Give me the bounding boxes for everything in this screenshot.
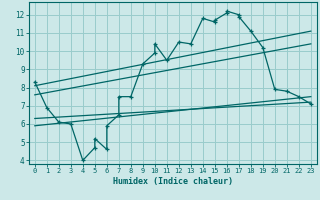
X-axis label: Humidex (Indice chaleur): Humidex (Indice chaleur) (113, 177, 233, 186)
